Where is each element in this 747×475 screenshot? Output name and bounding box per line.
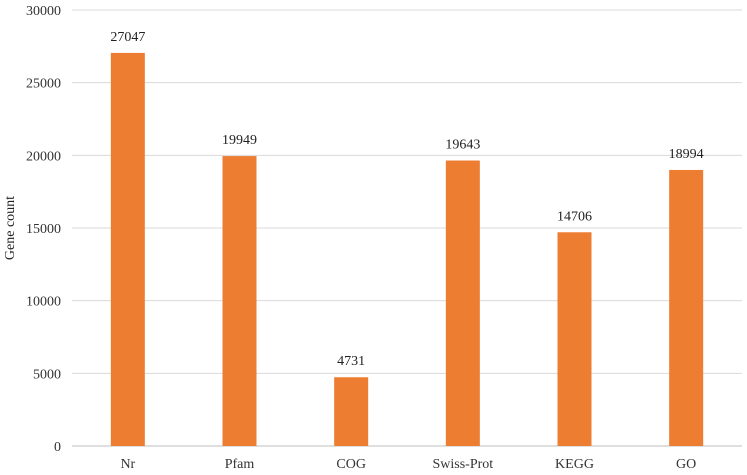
y-tick-label: 30000 [26, 4, 61, 19]
x-tick-label: COG [336, 457, 366, 472]
y-tick-label: 15000 [26, 222, 61, 237]
data-labels: 27047 19949 4731 19643 14706 18994 [110, 30, 703, 369]
y-tick-label: 10000 [26, 295, 61, 310]
y-tick-label: 25000 [26, 77, 61, 92]
x-tick-label: GO [676, 457, 696, 472]
x-tick-label: KEGG [555, 457, 594, 472]
bar-cog [334, 377, 369, 446]
x-tick-labels: Nr Pfam COG Swiss-Prot KEGG GO [120, 457, 696, 472]
y-tick-labels: 0 5000 10000 15000 20000 25000 30000 [26, 4, 61, 455]
bar-go [669, 169, 704, 447]
data-label: 4731 [337, 354, 365, 369]
bar-kegg [557, 232, 592, 446]
y-tick-label: 5000 [33, 367, 61, 382]
x-tick-label: Swiss-Prot [432, 457, 493, 472]
data-label: 19949 [222, 133, 257, 148]
y-tick-label: 0 [54, 440, 61, 455]
y-axis-title: Gene count [3, 196, 18, 260]
gridlines [72, 9, 742, 447]
bar-nr [110, 52, 145, 447]
data-label: 27047 [110, 30, 145, 45]
data-label: 18994 [669, 147, 704, 162]
data-label: 14706 [557, 209, 592, 224]
bar-pfam [222, 156, 257, 447]
data-label: 19643 [445, 138, 480, 153]
y-tick-label: 20000 [26, 149, 61, 164]
x-tick-label: Pfam [225, 457, 255, 472]
bar-swiss-prot [445, 160, 480, 446]
x-tick-label: Nr [120, 457, 135, 472]
bars [110, 52, 704, 447]
